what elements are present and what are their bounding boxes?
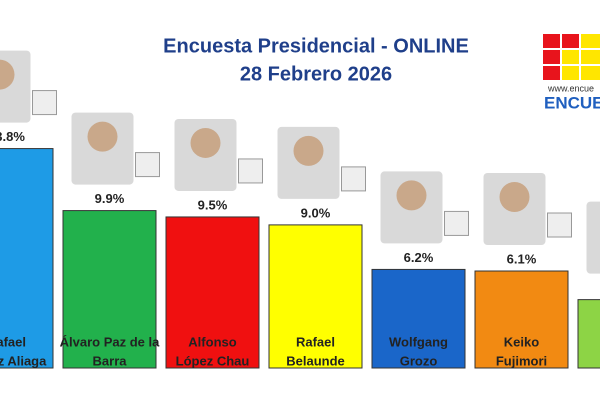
value-label: 6.1%	[507, 251, 537, 266]
party-logo	[444, 210, 469, 236]
x-tick-label: López Aliaga	[0, 353, 47, 368]
x-tick-label: Keiko	[504, 334, 539, 349]
party-logo	[547, 212, 572, 238]
value-label: 9.9%	[95, 191, 125, 206]
x-tick-label: Barra	[93, 353, 128, 368]
x-tick-label: Alfonso	[188, 334, 236, 349]
chart-title: Encuesta Presidencial - ONLINE	[163, 35, 469, 57]
x-tick-label: Rafael	[0, 334, 26, 349]
x-tick-label: Rafael	[296, 334, 335, 349]
value-label: 6.2%	[404, 250, 434, 265]
chart-subtitle: 28 Febrero 2026	[240, 63, 392, 85]
bar	[577, 299, 600, 369]
x-tick-label: Wolfgang	[389, 334, 448, 349]
x-tick-label: Álvaro Paz de la	[60, 334, 160, 349]
candidate-face	[0, 59, 15, 90]
bar	[268, 224, 363, 369]
x-tick-label: Fujimori	[496, 353, 547, 368]
candidate-face	[87, 121, 118, 152]
logo-text: ENCUE	[544, 93, 600, 112]
value-label: 13.8%	[0, 129, 25, 144]
x-tick-label: Belaunde	[286, 353, 345, 368]
party-logo	[32, 90, 57, 116]
candidate-face	[499, 182, 530, 213]
candidate-face	[190, 127, 221, 158]
candidate-face	[396, 180, 427, 211]
x-tick-label: Grozo	[400, 353, 438, 368]
bar	[0, 148, 54, 369]
value-label: 9.5%	[198, 197, 228, 212]
bar	[371, 268, 466, 369]
bar	[62, 210, 157, 369]
candidate-photo	[586, 201, 600, 274]
party-logo	[135, 152, 160, 178]
candidate-face	[293, 135, 324, 166]
x-tick-label: López Chau	[176, 353, 250, 368]
bar	[165, 216, 260, 369]
logo-url: www.encue	[547, 83, 594, 93]
value-label: 9.0%	[301, 205, 331, 220]
party-logo	[341, 166, 366, 192]
bar	[474, 270, 569, 369]
logo: www.encue ENCUE	[543, 34, 600, 112]
party-logo	[238, 158, 263, 184]
